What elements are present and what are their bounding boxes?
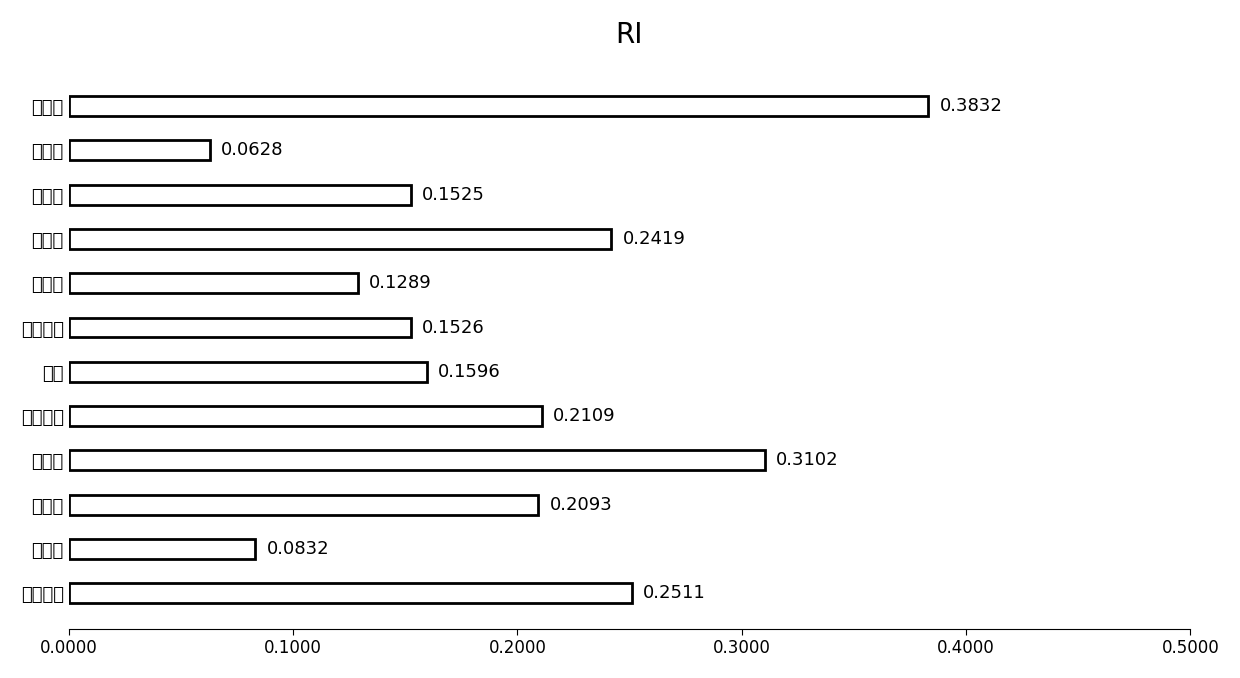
Bar	[68, 96, 929, 116]
Bar	[68, 584, 632, 603]
Text: 0.2419: 0.2419	[622, 230, 686, 248]
Text: 0.1596: 0.1596	[438, 363, 501, 381]
Text: 0.1289: 0.1289	[370, 274, 432, 292]
Title: RI: RI	[616, 21, 644, 49]
Text: 0.3102: 0.3102	[776, 452, 838, 469]
Bar	[68, 539, 255, 559]
Text: 0.1525: 0.1525	[422, 186, 485, 203]
Text: 0.1526: 0.1526	[423, 319, 485, 336]
Bar	[68, 184, 410, 205]
Bar	[68, 273, 358, 293]
Bar	[68, 317, 410, 338]
Bar	[68, 406, 542, 426]
Text: 0.2511: 0.2511	[644, 584, 706, 603]
Text: 0.2109: 0.2109	[553, 407, 615, 425]
Text: 0.2093: 0.2093	[549, 496, 613, 514]
Bar	[68, 229, 611, 249]
Text: 0.0832: 0.0832	[267, 540, 329, 558]
Bar	[68, 362, 427, 382]
Bar	[68, 140, 210, 160]
Text: 0.3832: 0.3832	[940, 97, 1002, 115]
Text: 0.0628: 0.0628	[221, 141, 283, 159]
Bar	[68, 495, 538, 515]
Bar	[68, 450, 765, 471]
